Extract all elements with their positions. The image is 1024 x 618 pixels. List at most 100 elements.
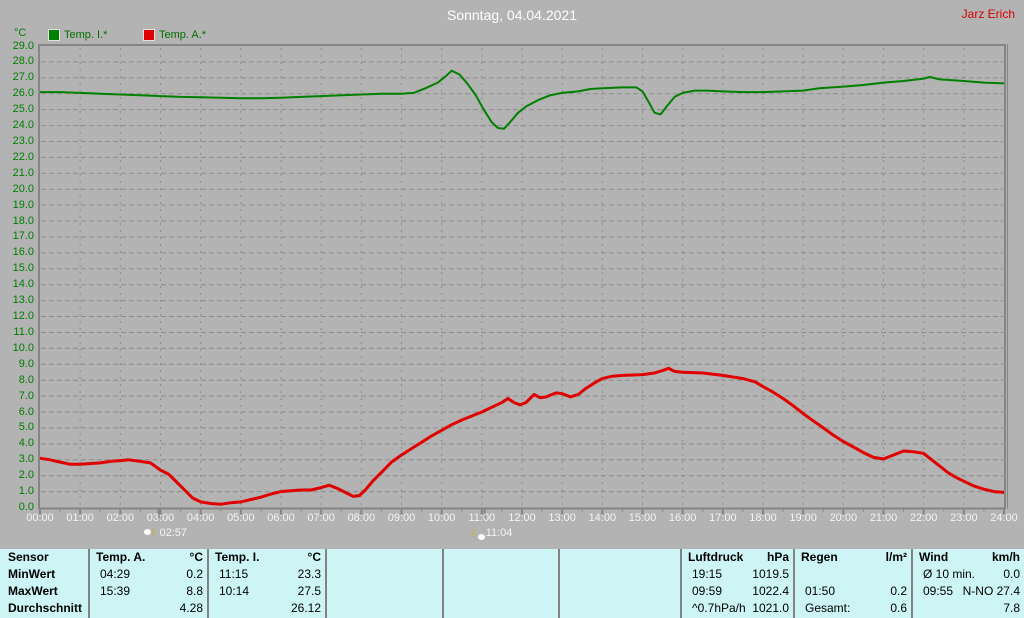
y-axis-tick-label: 1.0 xyxy=(18,485,34,498)
stats-cell-value: 0.0 xyxy=(1003,567,1020,581)
stats-column-wind: Wind km/h Ø 10 min. 0.0 09:55 N-NO 27.4 7.8 xyxy=(911,549,1024,618)
event-arrow-up-icon: ↑ xyxy=(144,526,158,541)
stats-column-unit: °C xyxy=(307,550,321,564)
x-axis-tick-label: 01:00 xyxy=(66,512,94,524)
y-axis-tick-label: 24.0 xyxy=(12,119,34,132)
stats-cell-value: 0.6 xyxy=(890,601,907,615)
stats-cell-value: 4.28 xyxy=(179,601,203,615)
stats-cell-time xyxy=(327,583,438,600)
stats-column-temp-i: Temp. I. °C 11:15 23.3 10:14 27.5 26.12 xyxy=(207,549,325,618)
stats-cell-time: 01:50 xyxy=(805,584,836,598)
stats-column-name xyxy=(444,549,554,566)
legend-label-temp-a: Temp. A.* xyxy=(159,29,207,41)
y-axis-tick-label: 6.0 xyxy=(18,405,34,418)
stats-table: Sensor MinWert MaxWert Durchschnitt Temp. A.… xyxy=(0,549,1024,618)
y-axis-tick-label: 13.0 xyxy=(12,294,34,307)
stats-cell-value: 8.8 xyxy=(186,584,203,598)
stats-cell-time xyxy=(444,600,554,617)
stats-cell-time xyxy=(327,566,438,583)
stats-cell-time: 11:15 xyxy=(219,567,249,581)
stats-cell-time xyxy=(209,600,291,617)
stats-column-unit: hPa xyxy=(766,550,789,564)
stats-label-column: Sensor MinWert MaxWert Durchschnitt xyxy=(0,549,88,618)
stats-column-unit: °C xyxy=(189,550,203,564)
stats-cell-time: 10:14 xyxy=(219,584,250,598)
stats-cell-time xyxy=(560,600,676,617)
stats-cell-value: 0.2 xyxy=(186,567,203,581)
y-axis-tick-label: 23.0 xyxy=(12,134,34,147)
stats-cell-time: 19:15 xyxy=(692,567,723,581)
legend-swatch-green-icon xyxy=(48,29,60,41)
y-axis-tick-label: 22.0 xyxy=(12,150,34,163)
y-axis-tick-label: 12.0 xyxy=(12,310,34,323)
stats-cell-time: Ø 10 min. xyxy=(923,567,976,581)
stats-cell-time: 09:59 xyxy=(692,584,723,598)
stats-column-luftdruck: Luftdruck hPa 19:15 1019.5 09:59 1022.4 ^0.7hP… xyxy=(680,549,793,618)
stats-column-name xyxy=(560,549,676,566)
stats-cell-time xyxy=(327,600,438,617)
x-axis-tick-label: 21:00 xyxy=(869,512,898,524)
stats-row-label: MinWert xyxy=(8,567,56,581)
y-axis-tick-label: 28.0 xyxy=(12,55,34,68)
y-axis-tick-label: 11.0 xyxy=(13,325,34,338)
stats-cell-value: 23.3 xyxy=(297,567,321,581)
y-axis-tick-label: 10.0 xyxy=(12,341,34,354)
stats-cell-value: 7.8 xyxy=(1003,601,1020,615)
x-axis-tick-label: 02:00 xyxy=(106,512,135,524)
stats-cell-time: 09:55 xyxy=(923,584,954,598)
y-axis-tick-label: 29.0 xyxy=(12,39,34,52)
plot-frame xyxy=(38,44,1006,510)
y-axis-tick-label: 3.0 xyxy=(18,453,34,466)
stats-cell-time: 04:29 xyxy=(100,567,131,581)
x-axis-tick-label: 18:00 xyxy=(749,512,777,524)
stats-column-name: Temp. A. xyxy=(96,550,146,564)
y-axis-tick-label: 15.0 xyxy=(12,262,34,275)
temp-i-series-line xyxy=(40,69,1005,130)
stats-cell-time xyxy=(913,600,1003,617)
stats-column-regen: Regen l/m² 01:50 0.2 Gesamt: 0.6 xyxy=(793,549,911,618)
y-axis-tick-label: 21.0 xyxy=(12,166,34,179)
x-axis-tick-label: 11:00 xyxy=(468,512,496,524)
x-axis-tick-label: 15:00 xyxy=(628,512,657,524)
event-marker-02-57: ↑ 02:57 xyxy=(144,525,187,541)
stats-cell-time: Gesamt: xyxy=(805,601,851,615)
stats-cell-value: 1022.4 xyxy=(752,584,789,598)
y-axis-tick-label: 0.0 xyxy=(18,501,34,513)
stats-column-name: Luftdruck xyxy=(688,550,744,564)
y-axis-tick-label: 7.0 xyxy=(18,389,34,402)
x-axis-tick-label: 20:00 xyxy=(829,512,858,524)
stats-cell-value: 26.12 xyxy=(290,601,321,615)
y-axis-tick-label: 2.0 xyxy=(18,469,34,482)
stats-row-label: Durchschnitt xyxy=(8,601,83,615)
x-axis-tick-label: 13:00 xyxy=(548,512,576,524)
stats-column-empty-3 xyxy=(442,549,558,618)
x-axis-tick-label: 24:00 xyxy=(990,512,1018,524)
stats-column-name: Wind xyxy=(919,550,949,564)
y-axis-tick-label: 20.0 xyxy=(12,182,34,195)
x-axis-tick-label: 08:00 xyxy=(347,512,376,524)
stats-cell-time xyxy=(444,566,554,583)
x-axis-tick-label: 06:00 xyxy=(267,512,295,524)
stats-row-label: Sensor xyxy=(8,550,49,564)
y-axis-unit-label: °C xyxy=(14,27,27,39)
stats-cell-time xyxy=(795,566,907,583)
x-axis-tick-label: 23:00 xyxy=(950,512,978,524)
y-axis-tick-label: 9.0 xyxy=(18,357,34,370)
legend-item-temp-i: Temp. I.* xyxy=(48,29,107,41)
x-axis-tick-label: 22:00 xyxy=(909,512,938,524)
x-axis-tick-label: 03:00 xyxy=(146,512,175,524)
stats-cell-time xyxy=(444,583,554,600)
x-axis-tick-label: 07:00 xyxy=(307,512,335,524)
event-marker-time: 11:04 xyxy=(485,527,513,539)
stats-cell-value: 1021.0 xyxy=(752,601,789,615)
x-axis-tick-label: 14:00 xyxy=(588,512,617,524)
y-axis-tick-label: 8.0 xyxy=(18,373,34,386)
x-axis-tick-label: 16:00 xyxy=(668,512,697,524)
owner-name: Jarz Erich xyxy=(961,7,1015,21)
stats-cell-time xyxy=(90,600,180,617)
stats-cell-time xyxy=(560,583,676,600)
x-axis-tick-label: 19:00 xyxy=(789,512,817,524)
stats-column-empty-2 xyxy=(325,549,442,618)
y-axis-tick-label: 16.0 xyxy=(12,246,34,259)
stats-cell-time: ^0.7hPa/h xyxy=(692,601,746,615)
